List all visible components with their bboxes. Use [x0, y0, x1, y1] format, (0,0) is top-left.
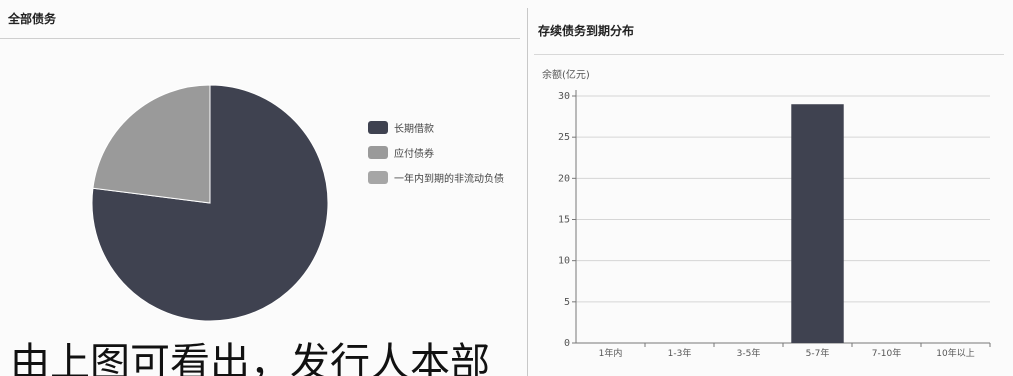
maturity-distribution-title-divider — [534, 54, 1004, 55]
y-tick-label-1: 5 — [564, 297, 570, 308]
pie-legend: 长期借款 应付债券 一年内到期的非流动负债 — [368, 116, 504, 191]
pie-slice-1[interactable] — [92, 84, 211, 204]
maturity-distribution-panel: 存续债务到期分布 余额(亿元) 0 5 10 15 20 25 30 1年内 1-3年 3-5年 5-… — [528, 0, 1013, 376]
document-body-text: 由上图可看出，发行人本部 — [10, 340, 490, 376]
legend-swatch-current-portion-noncurrent-liabilities — [368, 170, 388, 184]
y-tick-label-3: 15 — [558, 215, 570, 226]
x-tick-label-2: 3-5年 — [737, 347, 761, 359]
all-debt-pie-chart — [91, 84, 329, 322]
y-tick-label-4: 20 — [558, 173, 570, 184]
x-tick-label-1: 1-3年 — [668, 347, 692, 359]
y-tick-label-6: 30 — [558, 91, 570, 102]
panel-divider — [527, 8, 528, 376]
legend-item-current-portion-noncurrent-liabilities[interactable]: 一年内到期的非流动负债 — [368, 166, 504, 188]
legend-swatch-long-term-loans — [368, 120, 388, 134]
legend-item-long-term-loans[interactable]: 长期借款 — [368, 116, 504, 138]
legend-label-bonds-payable: 应付债券 — [394, 148, 434, 160]
y-tick-label-5: 25 — [558, 132, 570, 143]
maturity-distribution-bar-chart: 余额(亿元) 0 5 10 15 20 25 30 1年内 1-3年 3-5年 5-7年 7-10年 10… — [542, 68, 991, 359]
x-tick-label-3: 5-7年 — [806, 347, 830, 359]
y-tick-label-2: 10 — [558, 256, 570, 267]
x-tick-label-0: 1年内 — [599, 347, 623, 359]
legend-item-bonds-payable[interactable]: 应付债券 — [368, 141, 504, 163]
y-axis-label: 余额(亿元) — [542, 68, 590, 81]
maturity-distribution-title: 存续债务到期分布 — [538, 24, 635, 38]
x-tick-label-4: 7-10年 — [872, 347, 901, 359]
all-debt-title: 全部债务 — [8, 12, 57, 26]
legend-swatch-bonds-payable — [368, 145, 388, 159]
all-debt-panel: 全部债务 长期借款 应付债券 一年内到期的非流动负债 — [0, 12, 520, 322]
all-debt-title-divider — [0, 38, 520, 39]
y-tick-label-0: 0 — [564, 338, 570, 349]
bar-3[interactable] — [791, 104, 844, 343]
legend-label-current-portion-noncurrent-liabilities: 一年内到期的非流动负债 — [394, 173, 504, 185]
legend-label-long-term-loans: 长期借款 — [394, 123, 434, 135]
x-tick-label-5: 10年以上 — [936, 347, 974, 359]
